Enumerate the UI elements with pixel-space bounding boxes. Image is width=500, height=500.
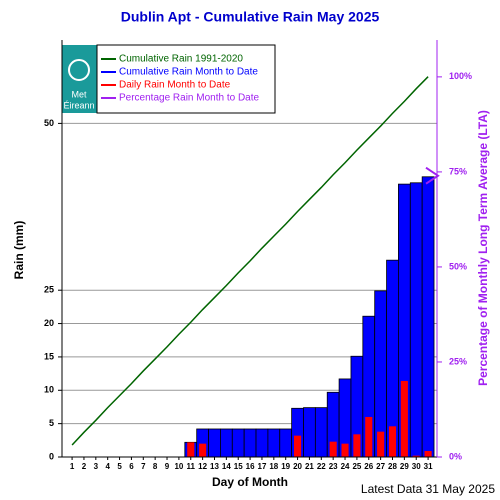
x-tick-label: 13 xyxy=(210,462,219,471)
daily-bar xyxy=(329,441,337,457)
daily-bar xyxy=(412,455,420,457)
legend-label: Cumulative Rain Month to Date xyxy=(119,67,258,78)
logo-text: Met xyxy=(71,89,87,99)
x-tick-label: 23 xyxy=(329,462,338,471)
x-tick-label: 8 xyxy=(153,462,158,471)
x-tick-label: 24 xyxy=(341,462,350,471)
x-tick-label: 20 xyxy=(293,462,302,471)
legend-label: Percentage Rain Month to Date xyxy=(119,93,260,104)
y-tick-label: 50 xyxy=(44,118,54,128)
bar xyxy=(314,407,328,458)
y2-tick-label: 50% xyxy=(449,261,467,271)
x-tick-label: 25 xyxy=(352,462,361,471)
x-tick-label: 16 xyxy=(246,462,255,471)
x-tick-label: 22 xyxy=(317,462,326,471)
bar xyxy=(279,428,293,458)
daily-bar xyxy=(199,443,207,457)
legend xyxy=(96,44,276,114)
daily-bar xyxy=(365,416,373,457)
logo-icon xyxy=(68,59,90,81)
x-tick-label: 28 xyxy=(388,462,397,471)
daily-bar xyxy=(424,450,432,457)
legend-label: Daily Rain Month to Date xyxy=(119,80,231,91)
bar xyxy=(208,428,221,458)
daily-bar xyxy=(400,380,408,457)
x-tick-label: 31 xyxy=(424,462,433,471)
bar xyxy=(220,428,233,458)
y2-tick-label: 100% xyxy=(449,71,472,81)
y-tick-label: 10 xyxy=(44,385,54,395)
x-tick-label: 17 xyxy=(258,462,267,471)
y2-axis-label: Percentage of Monthly Long Term Average … xyxy=(476,110,490,386)
daily-bar xyxy=(187,442,195,457)
x-tick-label: 27 xyxy=(376,462,385,471)
x-axis-label: Day of Month xyxy=(212,475,288,489)
bar xyxy=(267,428,281,458)
y-axis-label: Rain (mm) xyxy=(12,221,26,280)
legend-label: Cumulative Rain 1991-2020 xyxy=(119,54,243,65)
logo-text: Éireann xyxy=(63,100,94,110)
x-tick-label: 29 xyxy=(400,462,409,471)
x-tick-label: 6 xyxy=(129,462,134,471)
bar xyxy=(231,428,245,458)
x-tick-label: 12 xyxy=(198,462,207,471)
x-tick-label: 1 xyxy=(70,462,75,471)
x-tick-label: 30 xyxy=(412,462,421,471)
x-tick-label: 9 xyxy=(165,462,170,471)
bar xyxy=(303,407,316,458)
y-tick-label: 25 xyxy=(44,285,54,295)
bar xyxy=(243,428,257,458)
x-tick-label: 10 xyxy=(174,462,183,471)
x-tick-label: 19 xyxy=(281,462,290,471)
x-tick-label: 11 xyxy=(187,462,196,471)
x-tick-label: 14 xyxy=(222,462,231,471)
x-tick-label: 5 xyxy=(117,462,122,471)
x-tick-label: 18 xyxy=(269,462,278,471)
daily-bar xyxy=(341,443,349,457)
bar xyxy=(255,428,269,458)
x-tick-label: 3 xyxy=(94,462,99,471)
y-tick-label: 20 xyxy=(44,318,54,328)
x-tick-label: 2 xyxy=(82,462,87,471)
pointer xyxy=(425,166,440,185)
y2-tick-label: 75% xyxy=(449,166,467,176)
y2-tick-label: 0% xyxy=(449,451,462,461)
x-tick-label: 26 xyxy=(364,462,373,471)
bar xyxy=(409,182,423,458)
x-tick-label: 15 xyxy=(234,462,243,471)
daily-bar xyxy=(388,426,397,457)
x-tick-label: 4 xyxy=(105,462,110,471)
y2-tick-label: 25% xyxy=(449,356,467,366)
footer: Latest Data 31 May 2025 xyxy=(361,482,495,496)
x-tick-label: 7 xyxy=(141,462,146,471)
x-tick-label: 21 xyxy=(305,462,314,471)
bar xyxy=(421,176,435,458)
daily-bar xyxy=(353,434,361,457)
daily-bar xyxy=(377,431,385,457)
daily-bar xyxy=(294,435,302,457)
y-tick-label: 5 xyxy=(49,418,54,428)
chart-title: Dublin Apt - Cumulative Rain May 2025 xyxy=(121,9,380,25)
line xyxy=(71,76,429,446)
y-tick-label: 0 xyxy=(49,451,54,461)
y-tick-label: 15 xyxy=(44,351,54,361)
